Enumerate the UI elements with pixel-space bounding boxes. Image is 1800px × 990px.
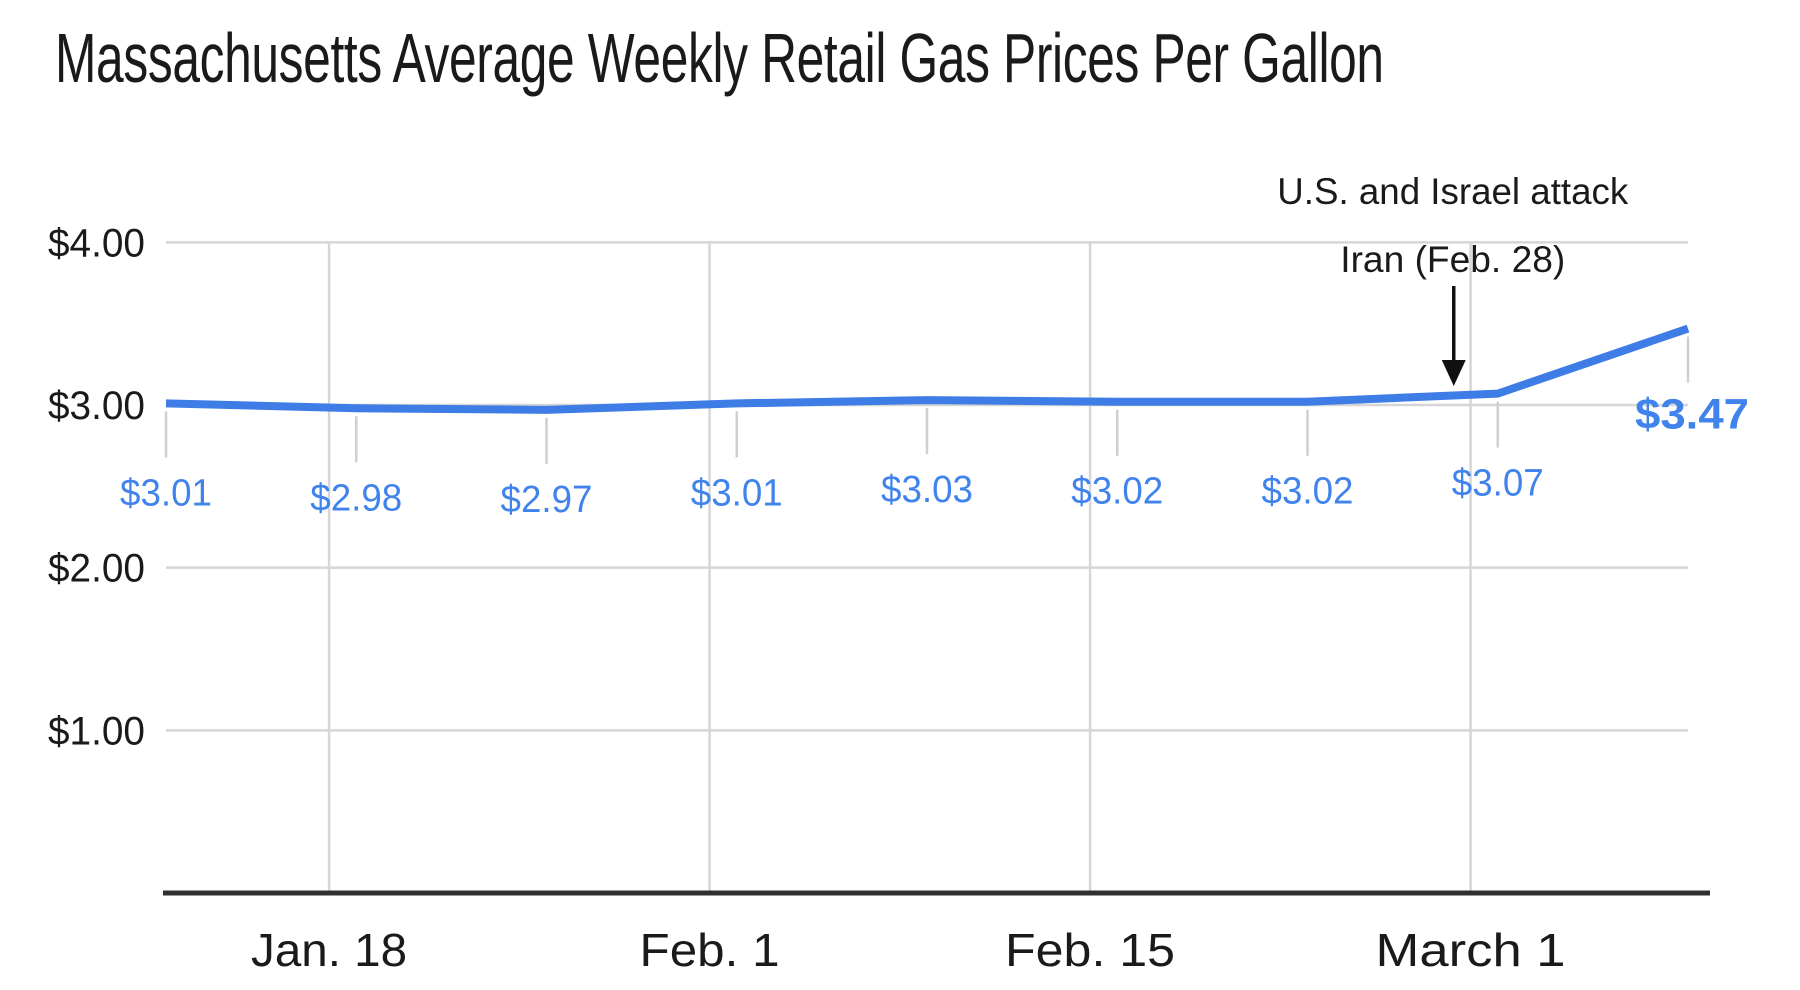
y-tick-label: $4.00	[48, 221, 145, 265]
value-label: $2.97	[501, 479, 593, 521]
x-tick-label: March 1	[1376, 924, 1566, 976]
price-line	[165, 324, 1690, 414]
x-tick-label: Feb. 15	[1005, 924, 1175, 976]
y-tick-label: $3.00	[48, 384, 145, 428]
value-label: $2.98	[310, 477, 402, 519]
y-tick-label: $2.00	[48, 547, 145, 591]
value-label: $3.01	[120, 472, 212, 514]
y-tick-label: $1.00	[48, 709, 145, 753]
annotation-arrowhead-icon	[1441, 360, 1466, 386]
annotation-line-1: U.S. and Israel attack	[1277, 171, 1628, 212]
chart-title: Massachusetts Average Weekly Retail Gas …	[55, 19, 1384, 97]
value-label: $3.02	[1071, 471, 1163, 513]
end-value-label: $3.47	[1635, 391, 1749, 439]
value-label: $3.01	[691, 472, 783, 514]
x-tick-label: Jan. 18	[251, 924, 407, 976]
value-label: $3.03	[881, 469, 973, 511]
x-tick-label: Feb. 1	[640, 924, 780, 976]
annotation-line-2: Iran (Feb. 28)	[1340, 239, 1565, 280]
value-label: $3.02	[1262, 471, 1354, 513]
value-label: $3.07	[1452, 463, 1544, 505]
